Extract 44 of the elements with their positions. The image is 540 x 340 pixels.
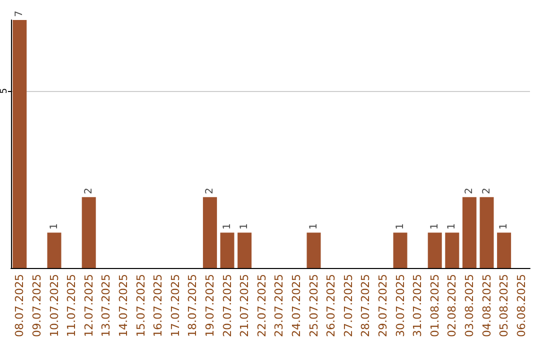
x-tick-label: 19.07.2025 <box>203 274 216 338</box>
x-tick-label: 24.07.2025 <box>290 274 303 338</box>
data-label: 1 <box>308 223 320 230</box>
data-label: 2 <box>464 188 475 194</box>
x-tick-label: 04.08.2025 <box>480 274 494 338</box>
data-label: 2 <box>204 188 216 194</box>
data-label: 1 <box>48 223 60 230</box>
x-tick-label: 12.07.2025 <box>82 274 96 338</box>
x-tick-label: 26.07.2025 <box>324 274 338 338</box>
x-tick-label: 17.07.2025 <box>168 274 182 338</box>
x-tick-label: 10.07.2025 <box>48 274 61 338</box>
data-label: 1 <box>429 223 440 230</box>
x-tick-label: 01.08.2025 <box>428 274 442 338</box>
x-tick-label: 13.07.2025 <box>100 274 113 338</box>
data-label: 2 <box>83 188 94 194</box>
data-label: 1 <box>239 223 250 230</box>
y-tick-label: 5 <box>0 88 10 94</box>
data-label: 7 <box>14 10 26 17</box>
x-tick-label: 20.07.2025 <box>220 274 234 338</box>
x-tick-label: 18.07.2025 <box>186 274 200 338</box>
x-tick-label: 23.07.2025 <box>272 274 286 338</box>
x-tick-label: 14.07.2025 <box>116 274 130 338</box>
x-tick-label: 25.07.2025 <box>307 274 320 338</box>
data-label: 1 <box>446 223 458 230</box>
x-tick-label: 31.07.2025 <box>411 274 424 338</box>
data-label: 1 <box>222 223 233 230</box>
x-tick-label: 29.07.2025 <box>376 274 390 338</box>
x-tick-label: 02.08.2025 <box>446 274 459 338</box>
x-tick-label: 16.07.2025 <box>152 274 165 338</box>
x-tick-label: 06.08.2025 <box>514 274 528 338</box>
x-tick-label: 09.07.2025 <box>30 274 44 338</box>
x-tick-label: 11.07.2025 <box>65 274 78 338</box>
x-tick-label: 30.07.2025 <box>394 274 407 338</box>
x-tick-label: 22.07.2025 <box>255 274 268 338</box>
data-label: 1 <box>498 223 510 230</box>
x-tick-label: 15.07.2025 <box>134 274 148 338</box>
x-tick-label: 21.07.2025 <box>238 274 252 338</box>
data-label: 2 <box>481 188 492 194</box>
x-tick-label: 05.08.2025 <box>498 274 511 338</box>
x-tick-label: 08.07.2025 <box>13 274 26 338</box>
x-tick-label: 28.07.2025 <box>359 274 372 338</box>
data-label: 1 <box>394 223 406 230</box>
x-tick-label: 27.07.2025 <box>342 274 355 338</box>
x-tick-label: 03.08.2025 <box>462 274 476 338</box>
